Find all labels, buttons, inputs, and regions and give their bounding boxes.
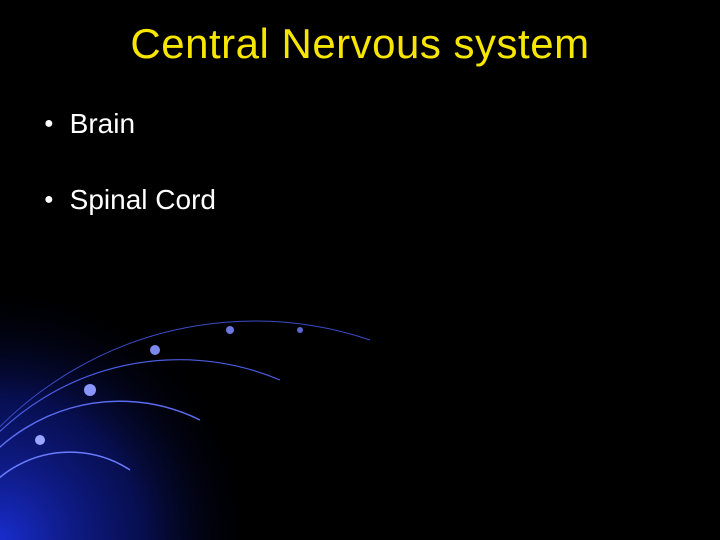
bullet-label: Spinal Cord [70, 184, 216, 216]
bullet-label: Brain [70, 108, 135, 140]
list-item: Spinal Cord [44, 184, 216, 216]
list-item: Brain [44, 108, 216, 140]
background-orbit-art [0, 0, 720, 540]
slide-title: Central Nervous system [0, 20, 720, 68]
slide: Central Nervous system Brain Spinal Cord [0, 0, 720, 540]
bullet-list: Brain Spinal Cord [44, 108, 216, 260]
